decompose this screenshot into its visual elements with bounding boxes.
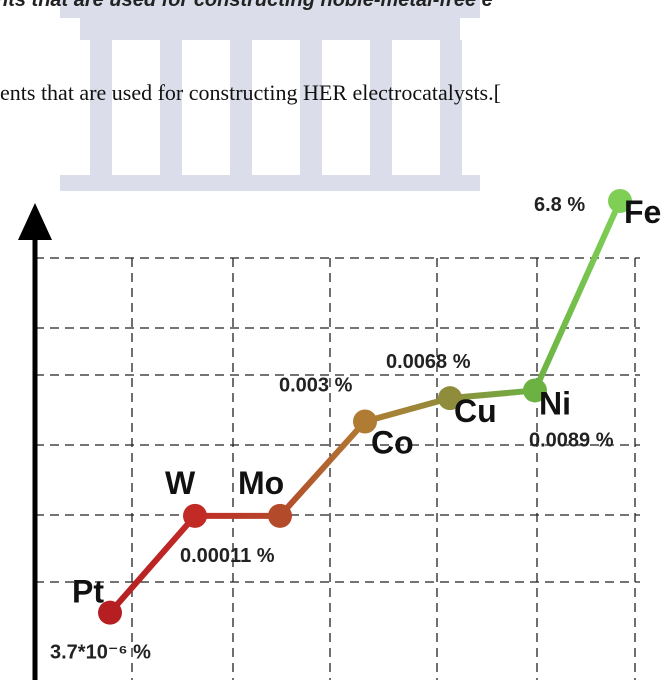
value-label: 6.8 % [534, 194, 585, 216]
caption-line: nts that are used for constructing noble… [0, 0, 493, 11]
point [268, 503, 292, 528]
element-label: W [165, 465, 196, 501]
watermark [60, 0, 480, 191]
value-label: 0.0068 % [386, 351, 471, 373]
value-label: 0.0089 % [529, 429, 614, 451]
element-label: Mo [238, 465, 284, 501]
element-label: Ni [539, 385, 571, 421]
grid [35, 257, 640, 680]
element-label: Pt [72, 574, 104, 610]
point [353, 409, 377, 434]
element-label: Fe [624, 194, 661, 230]
point [98, 600, 122, 625]
element-label: Co [371, 425, 414, 461]
axis-arrow [18, 203, 52, 240]
value-label: 0.00011 % [180, 545, 275, 567]
caption-line: ents that are used for constructing HER … [0, 80, 501, 105]
point [523, 378, 547, 403]
point [183, 503, 207, 528]
point [608, 189, 632, 214]
element-label: Cu [454, 393, 497, 429]
point [438, 386, 462, 411]
value-label: 0.003 % [279, 375, 353, 397]
value-label: 3.7*10⁻⁶ % [50, 642, 151, 664]
